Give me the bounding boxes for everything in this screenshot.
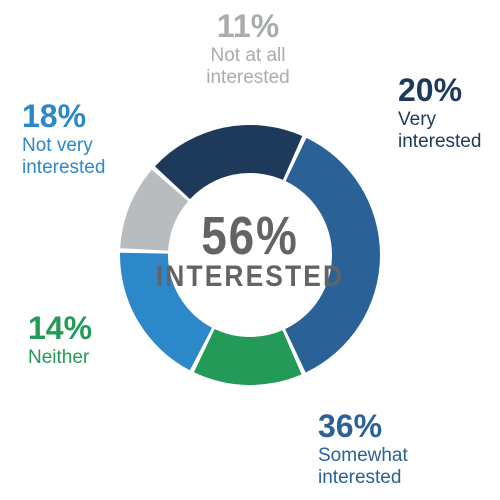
label-somewhat-pct: 36%: [318, 408, 408, 445]
label-notatall-text: interested: [168, 67, 328, 89]
label-very-text: interested: [398, 131, 481, 153]
label-somewhat-text: interested: [318, 467, 408, 489]
label-neither: 14%Neither: [28, 310, 92, 369]
label-notvery-text: Not very: [22, 135, 105, 157]
label-notvery: 18%Not veryinterested: [22, 98, 105, 178]
label-neither-pct: 14%: [28, 310, 92, 347]
label-somewhat-text: Somewhat: [318, 445, 408, 467]
label-very-pct: 20%: [398, 72, 481, 109]
label-notvery-pct: 18%: [22, 98, 105, 135]
label-neither-text: Neither: [28, 347, 92, 369]
label-notatall-text: Not at all: [168, 45, 328, 67]
segment-very: [155, 125, 302, 199]
label-very-text: Very: [398, 109, 481, 131]
label-somewhat: 36%Somewhatinterested: [318, 408, 408, 488]
label-notatall-pct: 11%: [168, 8, 328, 45]
segment-neither: [194, 329, 302, 385]
label-very: 20%Veryinterested: [398, 72, 481, 152]
label-notatall: 11%Not at allinterested: [168, 8, 328, 88]
center-percent: 56%: [38, 205, 463, 267]
center-word: INTERESTED: [30, 260, 470, 294]
donut-chart: { "chart": { "type": "donut", "cx": 250,…: [0, 0, 500, 500]
label-notvery-text: interested: [22, 157, 105, 179]
